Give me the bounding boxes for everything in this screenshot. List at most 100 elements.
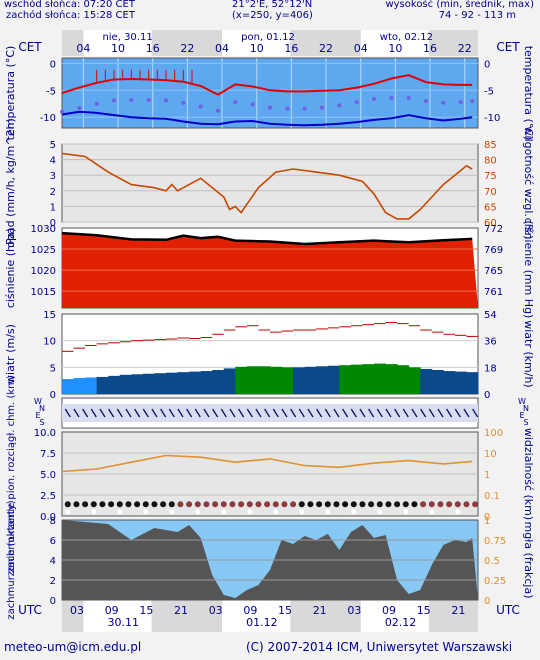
feels-like-dot	[406, 95, 411, 100]
feels-like-dot	[441, 100, 446, 105]
y-tick-right: 0	[484, 390, 490, 401]
elevation-label: wysokość (min, średnik, max)	[385, 0, 534, 10]
wind-direction-arrow	[385, 408, 392, 418]
y-tick-right: 0	[484, 512, 490, 523]
y-tick-right: 18	[484, 363, 497, 374]
wind-direction-arrow	[368, 408, 375, 418]
y-axis-label-left: zachmurzenie pion. rozciągł. chm. (km)	[6, 375, 17, 573]
wind-speed-bar	[177, 372, 190, 394]
cloud-base-dot	[255, 501, 262, 508]
wind-speed-bar	[200, 371, 213, 394]
compass-letter-left: W	[34, 397, 42, 406]
wind-speed-bar	[270, 366, 283, 394]
y-tick-right: 10	[484, 449, 497, 460]
y-tick-left: 0	[50, 596, 56, 607]
meteogram-chart: CET CET UTC UTC nie, 30.11 pon, 01.12 wto, 02.…	[4, 30, 535, 632]
hour-label-top: 04	[76, 42, 90, 55]
cloud-base-dot	[203, 501, 210, 508]
y-axis-label-left: temperatura (°C)	[4, 46, 17, 141]
grid-text: (x=250, y=406)	[232, 10, 313, 21]
wind-direction-arrow	[90, 408, 97, 418]
feels-like-dot	[285, 106, 290, 111]
hour-label-bottom: 03	[347, 604, 361, 617]
wind-speed-bar	[304, 366, 317, 394]
night-band-top-3	[428, 30, 478, 56]
night-band-bottom-1	[151, 600, 223, 632]
feels-like-dot	[458, 100, 463, 105]
y-tick-left: 1015	[31, 287, 56, 298]
cloud-base-dot	[238, 501, 245, 508]
night-band-top-1	[151, 30, 223, 56]
wind-direction-arrow	[134, 408, 141, 418]
y-tick-left: 0	[50, 390, 56, 401]
wind-speed-bar	[293, 367, 306, 394]
low-cloud-dot	[403, 509, 409, 515]
y-axis-label-right: mgła (frakcja)	[522, 522, 535, 599]
coords-text: 21°2'E, 52°12'N	[232, 0, 313, 10]
low-cloud-dot	[143, 509, 149, 515]
wind-speed-bar	[408, 367, 421, 394]
cloud-base-dot	[333, 501, 340, 508]
night-band-top-0	[62, 30, 84, 56]
y-axis-label-right: temperatura (°C)	[522, 46, 535, 141]
feels-like-dot	[60, 109, 64, 114]
y-axis-label-left: zachmurzenie (oktanty)	[6, 500, 17, 619]
night-band-bottom-2	[290, 600, 361, 632]
y-tick-left: 2	[50, 187, 56, 198]
cloud-base-dot	[446, 501, 453, 508]
precipitation-panel	[61, 143, 479, 223]
pressure-line	[61, 231, 473, 246]
feels-like-dot	[77, 106, 82, 111]
y-tick-left: 8	[50, 516, 56, 527]
feels-like-dot	[389, 95, 394, 100]
low-cloud-dot	[429, 509, 435, 515]
contact-email[interactable]: meteo-um@icm.edu.pl	[4, 640, 142, 654]
wind-direction-arrow	[220, 408, 227, 418]
y-tick-right: 85	[484, 140, 497, 151]
y-tick-right: 0.25	[484, 576, 506, 587]
y-tick-right: 772	[484, 224, 503, 235]
wind-direction-arrow	[82, 408, 89, 418]
y-tick-left: 2	[50, 576, 56, 587]
wind-speed-bar	[362, 364, 375, 394]
cloud-base-dot	[411, 501, 418, 508]
cloud-base-dot	[82, 501, 89, 508]
cloud-base-dot	[463, 501, 470, 508]
y-tick-left: 10.0	[34, 428, 56, 439]
wind-direction-arrow	[420, 408, 427, 418]
y-tick-left: 1020	[31, 266, 56, 277]
sunset-text: zachód słońca: 15:28 CET	[6, 10, 135, 21]
cloud-base-dot	[307, 501, 314, 508]
wind-speed-bar	[316, 366, 329, 394]
wind-direction-arrow	[177, 408, 184, 418]
y-tick-right: 769	[484, 245, 503, 256]
y-tick-right: -5	[484, 86, 494, 97]
wind-speed-bar	[258, 366, 271, 394]
cloud-base-dot	[134, 501, 141, 508]
wind-direction-arrow	[463, 408, 470, 418]
y-tick-right: 36	[484, 337, 497, 348]
y-tick-left: 0.0	[40, 512, 56, 523]
cloud-base-dot	[420, 501, 427, 508]
night-band-bottom-0	[62, 600, 84, 632]
hour-label-bottom: 03	[70, 604, 84, 617]
hour-label-top: 16	[423, 42, 437, 55]
wind-speed-bar	[189, 371, 202, 394]
y-tick-left: 0	[50, 59, 56, 70]
wind-direction-arrow	[272, 408, 279, 418]
hour-label-bottom: 15	[278, 604, 292, 617]
bottom-time-band	[62, 600, 478, 632]
cloud-base-dot	[316, 501, 323, 508]
cloud-base-dot	[108, 501, 115, 508]
compass-letter-right: W	[518, 397, 526, 406]
feels-like-dot	[302, 106, 307, 111]
hour-label-bottom: 21	[313, 604, 327, 617]
wind-speed-bar	[119, 374, 132, 394]
y-axis-label-left: wiatr (m/s)	[4, 324, 17, 384]
cloud-base-dot	[324, 501, 331, 508]
wind-direction-arrow	[238, 408, 245, 418]
low-cloud-dot	[169, 509, 175, 515]
feels-like-dot	[250, 102, 255, 107]
humidity-line	[61, 152, 473, 220]
